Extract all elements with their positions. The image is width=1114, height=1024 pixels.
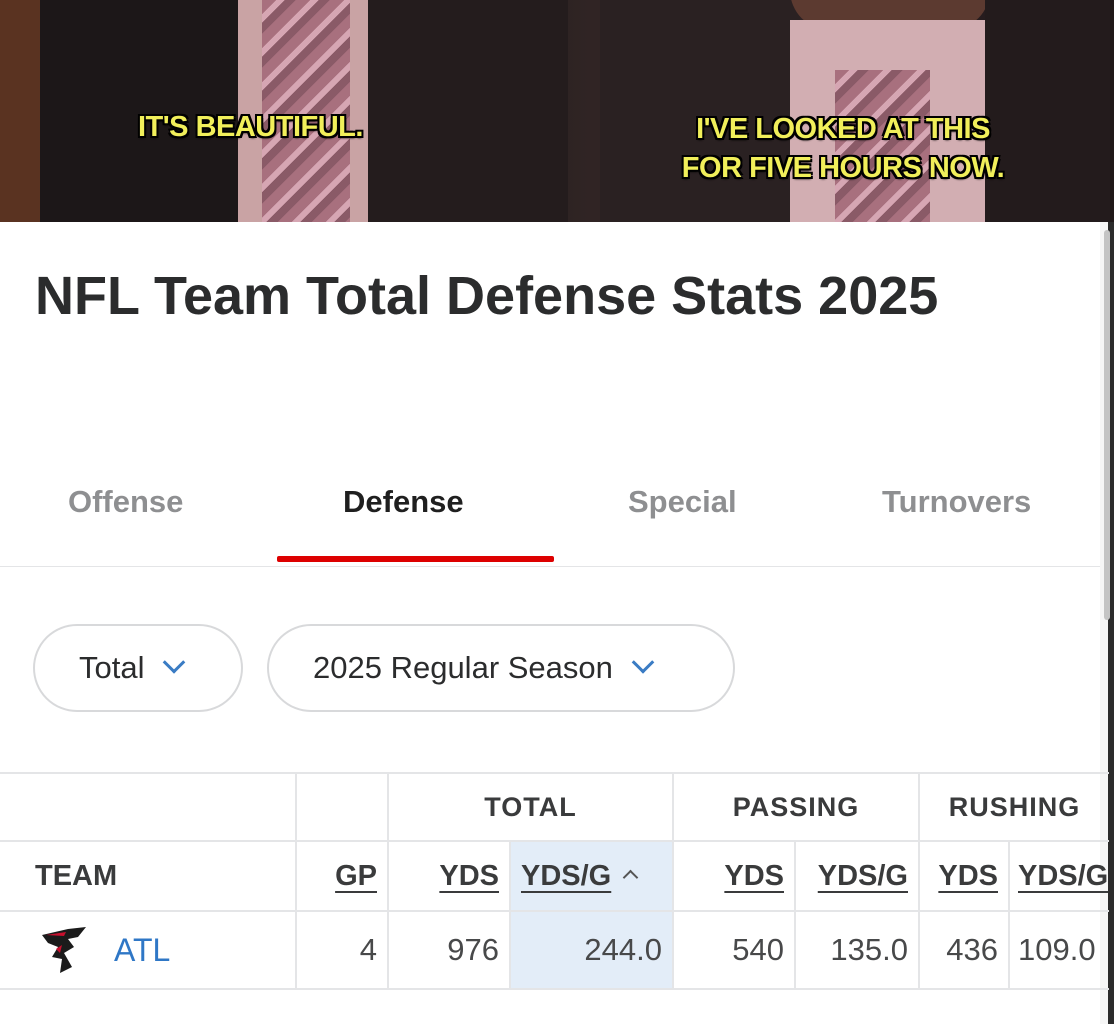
defense-stats-table: TOTAL PASSING RUSHING TEAM GP YDS YDS/G …	[0, 772, 1109, 990]
sort-ascending-icon	[622, 869, 639, 885]
pass-ydsg-cell: 135.0	[794, 910, 920, 990]
tab-defense[interactable]: Defense	[343, 484, 464, 519]
header-gp-link[interactable]: GP	[335, 859, 377, 892]
team-link[interactable]: ATL	[114, 931, 171, 968]
falcons-logo-icon	[42, 927, 86, 973]
group-rushing: RUSHING	[918, 772, 1109, 842]
header-pass-ydsg[interactable]: YDS/G	[794, 840, 920, 912]
background-wall	[0, 0, 40, 222]
right-suit-left	[600, 0, 800, 222]
scrollbar-thumb[interactable]	[1104, 230, 1110, 620]
rush-ydsg-cell: 109.0	[1008, 910, 1109, 990]
right-edge	[1108, 222, 1114, 1024]
header-team: TEAM	[0, 840, 297, 912]
rush-yds-cell: 436	[918, 910, 1010, 990]
season-value: 2025 Regular Season	[313, 650, 613, 685]
stat-type-value: Total	[79, 650, 145, 685]
left-suit-right	[368, 0, 568, 222]
stat-type-dropdown[interactable]: Total	[33, 624, 243, 712]
left-tie	[262, 0, 350, 222]
tab-offense[interactable]: Offense	[68, 484, 184, 519]
caption-right: I'VE LOOKED AT THIS FOR FIVE HOURS NOW.	[628, 110, 1058, 188]
header-total-yds-link[interactable]: YDS	[439, 859, 499, 892]
total-yds-cell: 976	[387, 910, 511, 990]
header-rush-ydsg[interactable]: YDS/G	[1008, 840, 1109, 912]
group-empty-team	[0, 772, 297, 842]
season-dropdown[interactable]: 2025 Regular Season	[267, 624, 735, 712]
gp-cell: 4	[295, 910, 389, 990]
page-title: NFL Team Total Defense Stats 2025	[35, 266, 939, 326]
group-total: TOTAL	[387, 772, 674, 842]
caption-right-line2: FOR FIVE HOURS NOW.	[681, 152, 1005, 184]
header-rush-ydsg-link[interactable]: YDS/G	[1018, 859, 1109, 892]
pass-yds-cell: 540	[672, 910, 796, 990]
header-rush-yds[interactable]: YDS	[918, 840, 1010, 912]
group-header-row: TOTAL PASSING RUSHING	[0, 772, 1109, 842]
header-rush-yds-link[interactable]: YDS	[938, 859, 998, 892]
right-tie	[835, 70, 930, 222]
table-row: ATL 4 976 244.0 540 135.0 436 109.0	[0, 910, 1109, 990]
total-ydsg-cell: 244.0	[509, 910, 674, 990]
header-gp[interactable]: GP	[295, 840, 389, 912]
meme-image: IT'S BEAUTIFUL. I'VE LOOKED AT THIS FOR …	[0, 0, 1114, 222]
right-suit-right	[985, 0, 1110, 222]
team-cell: ATL	[0, 910, 297, 990]
chevron-down-icon	[631, 651, 655, 674]
header-total-ydsg-link[interactable]: YDS/G	[521, 859, 612, 892]
stat-tabs: Offense Defense Special Turnovers	[0, 470, 1100, 567]
tab-special[interactable]: Special	[628, 484, 737, 519]
group-empty-gp	[295, 772, 389, 842]
header-total-yds[interactable]: YDS	[387, 840, 511, 912]
group-passing: PASSING	[672, 772, 920, 842]
caption-left: IT'S BEAUTIFUL.	[138, 111, 363, 143]
column-header-row: TEAM GP YDS YDS/G YDS YDS/G YDS YDS/G	[0, 840, 1109, 912]
chevron-down-icon	[163, 651, 186, 674]
header-total-ydsg[interactable]: YDS/G	[509, 840, 674, 912]
active-tab-indicator	[277, 556, 554, 562]
header-pass-ydsg-link[interactable]: YDS/G	[817, 859, 908, 892]
header-pass-yds[interactable]: YDS	[672, 840, 796, 912]
caption-right-line1: I'VE LOOKED AT THIS	[696, 113, 990, 145]
tab-turnovers[interactable]: Turnovers	[882, 484, 1032, 519]
header-pass-yds-link[interactable]: YDS	[724, 859, 784, 892]
